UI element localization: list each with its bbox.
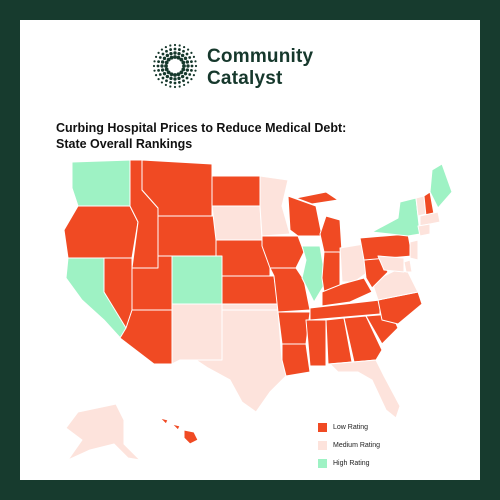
state-DE (403, 259, 413, 273)
brand-name: Community Catalyst (207, 46, 313, 90)
state-MA (419, 211, 441, 227)
state-IA (261, 235, 305, 269)
state-NY (371, 197, 421, 237)
brand-line-2: Catalyst (207, 68, 283, 89)
state-WY (157, 215, 217, 257)
map-legend: Low Rating Medium Rating High Rating (318, 418, 380, 472)
legend-swatch-high (318, 458, 327, 468)
legend-item-medium: Medium Rating (318, 436, 380, 454)
state-AK (65, 403, 141, 461)
brand-line-1: Community (207, 46, 314, 67)
community-catalyst-logo: Community Catalyst (151, 42, 351, 102)
legend-label-low: Low Rating (333, 423, 369, 431)
state-ME (429, 163, 453, 209)
page-title: Curbing Hospital Prices to Reduce Medica… (56, 120, 346, 152)
state-MD (377, 255, 405, 273)
state-NJ (409, 239, 419, 261)
title-line-2: State Overall Rankings (56, 137, 193, 151)
state-HI (159, 417, 199, 445)
state-TN (309, 299, 381, 321)
state-MS (305, 319, 327, 367)
state-KS (221, 275, 279, 305)
state-AR (277, 311, 311, 345)
state-KY (321, 277, 373, 307)
state-OH (339, 243, 369, 283)
legend-label-high: High Rating (333, 459, 370, 467)
state-VA (371, 269, 419, 301)
legend-swatch-low (318, 422, 327, 432)
us-state-map (63, 159, 453, 461)
sunburst-logo-icon (152, 43, 198, 89)
legend-label-medium: Medium Rating (333, 441, 381, 449)
infographic-card: Community Catalyst Curbing Hospital Pric… (20, 20, 480, 480)
legend-item-low: Low Rating (318, 418, 380, 436)
legend-swatch-medium (318, 440, 327, 450)
state-NM (171, 303, 223, 365)
state-FL (329, 359, 401, 419)
state-ND (211, 175, 261, 207)
legend-item-high: High Rating (318, 454, 380, 472)
state-SD (211, 205, 263, 241)
state-WI (287, 195, 323, 237)
state-GA (343, 315, 383, 363)
state-LA (281, 343, 311, 377)
state-MN (259, 175, 291, 237)
state-CT (417, 223, 431, 237)
state-CO (171, 255, 223, 305)
state-OR (63, 205, 139, 259)
state-PA (359, 233, 413, 261)
state-WA (71, 159, 131, 207)
title-line-1: Curbing Hospital Prices to Reduce Medica… (56, 121, 347, 135)
state-IL (301, 245, 327, 303)
